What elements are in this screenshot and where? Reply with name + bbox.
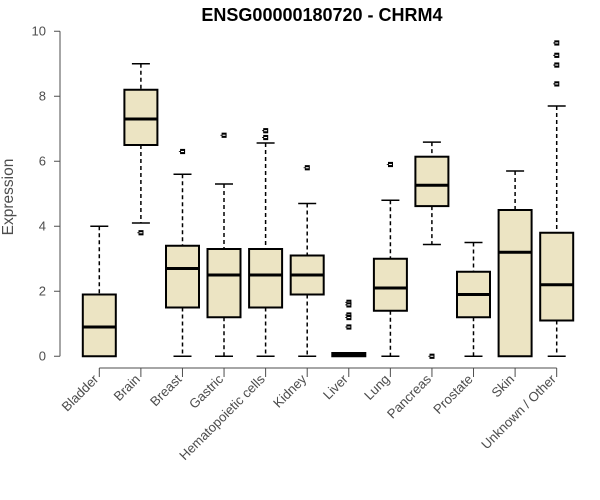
- svg-text:ENSG00000180720 - CHRM4: ENSG00000180720 - CHRM4: [201, 5, 442, 25]
- svg-text:4: 4: [39, 218, 46, 233]
- svg-text:2: 2: [39, 283, 46, 298]
- svg-text:8: 8: [39, 88, 46, 103]
- svg-text:6: 6: [39, 153, 46, 168]
- svg-text:Expression: Expression: [0, 159, 17, 236]
- svg-text:0: 0: [39, 348, 46, 363]
- svg-text:10: 10: [32, 23, 46, 38]
